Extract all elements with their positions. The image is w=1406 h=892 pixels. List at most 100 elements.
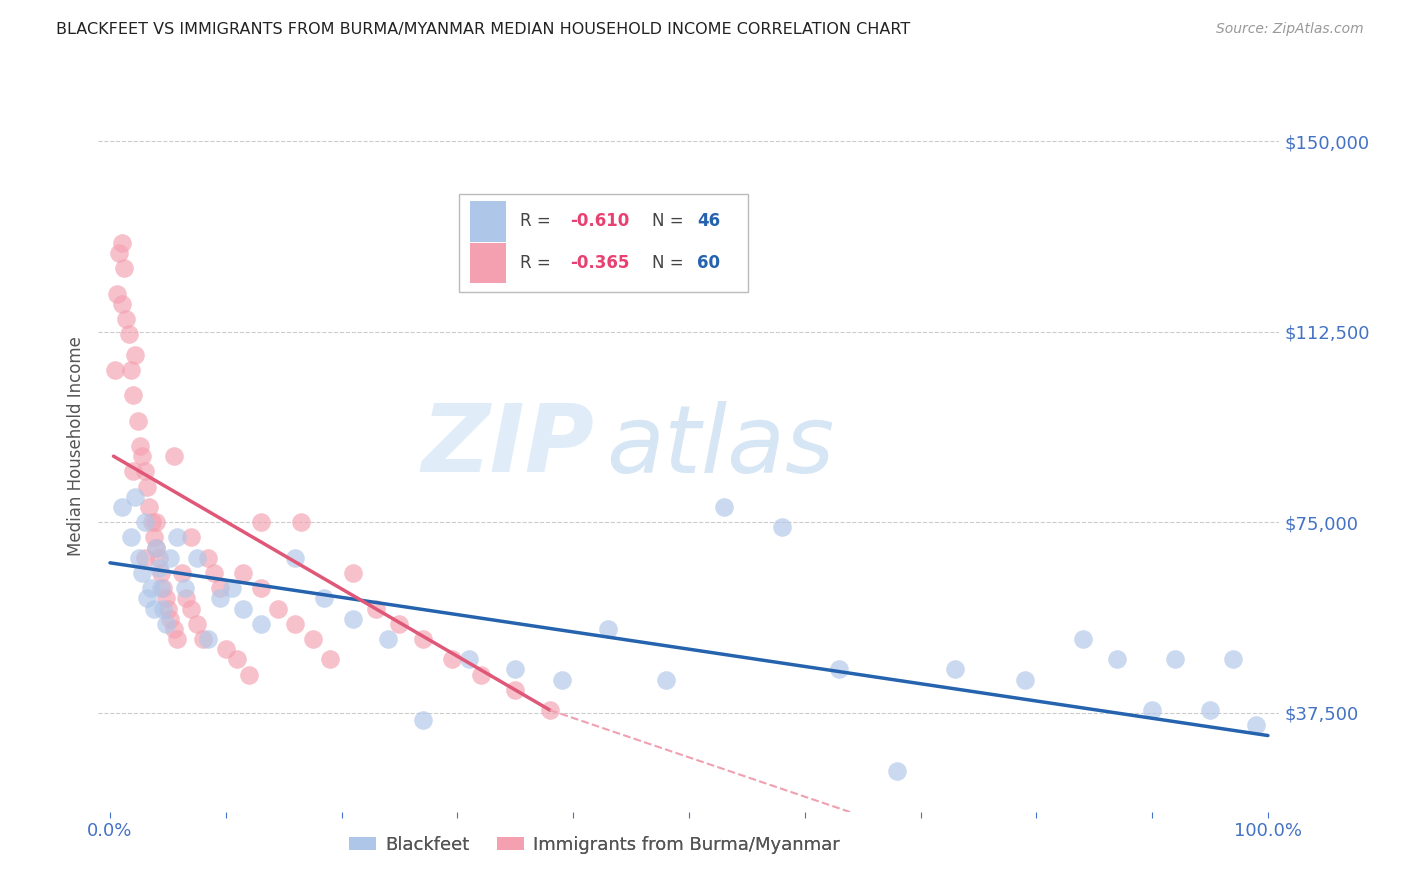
Point [105, 286, 128, 301]
Bar [471, 243, 506, 284]
Point [152, 581, 174, 595]
Point [148, 561, 170, 575]
Point [655, 673, 678, 687]
Point [155, 616, 177, 631]
Point [159, 612, 181, 626]
Point [943, 663, 966, 677]
Point [470, 667, 492, 681]
Text: R =: R = [520, 212, 555, 230]
Point [115, 312, 138, 326]
Point [550, 673, 572, 687]
Point [148, 550, 170, 565]
Point [124, 490, 146, 504]
Point [202, 566, 225, 580]
Point [538, 703, 561, 717]
Point [886, 764, 908, 778]
Point [136, 480, 159, 494]
Legend: Blackfeet, Immigrants from Burma/Myanmar: Blackfeet, Immigrants from Burma/Myanmar [342, 829, 846, 861]
Text: BLACKFEET VS IMMIGRANTS FROM BURMA/MYANMAR MEDIAN HOUSEHOLD INCOME CORRELATION C: BLACKFEET VS IMMIGRANTS FROM BURMA/MYANM… [56, 22, 911, 37]
Point [186, 550, 208, 565]
Point [110, 297, 132, 311]
Point [1222, 652, 1244, 666]
Point [145, 541, 167, 555]
Bar [458, 194, 748, 293]
Point [145, 541, 167, 555]
Point [136, 591, 159, 606]
Point [134, 550, 156, 565]
Point [1199, 703, 1222, 717]
Point [149, 581, 172, 595]
Point [249, 515, 271, 529]
Point [232, 566, 254, 580]
Point [122, 388, 145, 402]
Point [197, 550, 219, 565]
Point [176, 591, 198, 606]
Text: R =: R = [520, 254, 555, 272]
Text: -0.365: -0.365 [569, 254, 628, 272]
Point [138, 500, 160, 514]
Point [267, 601, 290, 615]
Point [152, 601, 174, 615]
Point [186, 616, 208, 631]
Point [139, 581, 162, 595]
Point [180, 530, 202, 544]
Text: -0.610: -0.610 [569, 212, 628, 230]
Point [129, 439, 152, 453]
Point [366, 601, 388, 615]
Point [155, 591, 177, 606]
Point [208, 591, 231, 606]
Point [238, 667, 260, 681]
Point [197, 632, 219, 646]
Point [440, 652, 463, 666]
Point [110, 500, 132, 514]
Text: ZIP: ZIP [422, 400, 595, 492]
Point [170, 566, 193, 580]
Point [120, 363, 142, 377]
Point [134, 464, 156, 478]
Point [249, 616, 271, 631]
Point [215, 642, 238, 657]
Point [159, 550, 181, 565]
Text: Source: ZipAtlas.com: Source: ZipAtlas.com [1216, 22, 1364, 37]
Point [503, 663, 526, 677]
Point [143, 601, 166, 615]
Point [180, 601, 202, 615]
Point [108, 246, 131, 260]
Point [1014, 673, 1036, 687]
Point [342, 566, 364, 580]
Point [503, 682, 526, 697]
Point [104, 363, 127, 377]
Text: 46: 46 [697, 212, 720, 230]
Point [342, 612, 364, 626]
Point [134, 515, 156, 529]
Point [1164, 652, 1187, 666]
Point [1107, 652, 1129, 666]
Point [191, 632, 214, 646]
Point [221, 581, 243, 595]
Point [131, 449, 153, 463]
Point [770, 520, 793, 534]
Point [143, 530, 166, 544]
Point [141, 515, 163, 529]
Point [232, 601, 254, 615]
Point [131, 566, 153, 580]
Point [112, 261, 135, 276]
Point [828, 663, 851, 677]
Point [127, 414, 149, 428]
Point [149, 566, 172, 580]
Point [122, 464, 145, 478]
Point [128, 550, 150, 565]
Point [145, 515, 167, 529]
Point [319, 652, 342, 666]
Point [120, 530, 142, 544]
Point [163, 449, 186, 463]
Point [249, 581, 271, 595]
Point [596, 622, 619, 636]
Point [110, 235, 132, 250]
Point [458, 652, 481, 666]
Bar [471, 202, 506, 242]
Text: N =: N = [652, 254, 689, 272]
Point [226, 652, 249, 666]
Point [1246, 718, 1268, 732]
Text: atlas: atlas [606, 401, 835, 491]
